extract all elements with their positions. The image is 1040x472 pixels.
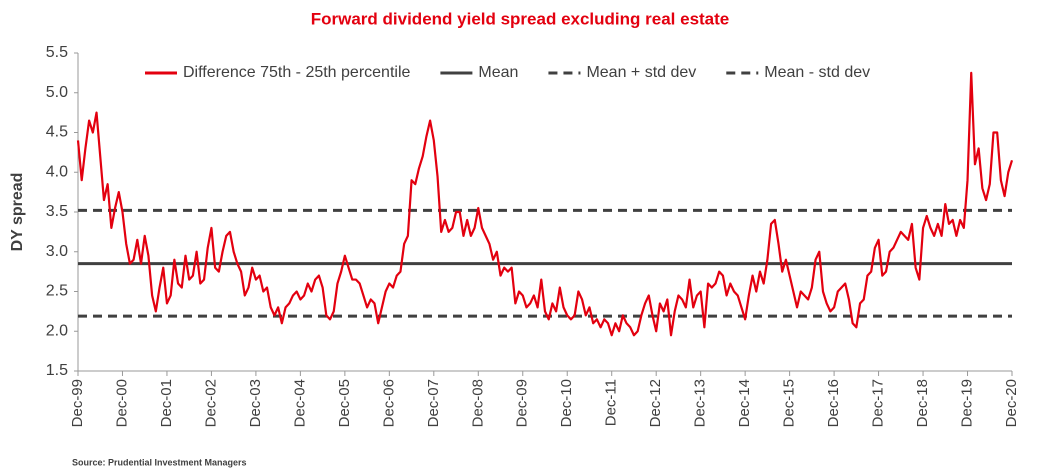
x-tick-label: Dec-02 — [202, 379, 219, 427]
y-tick-label: 5.5 — [46, 44, 68, 61]
x-tick-label: Dec-05 — [336, 379, 353, 427]
x-tick-label: Dec-08 — [469, 379, 486, 427]
x-tick-label: Dec-99 — [69, 379, 86, 427]
x-tick-label: Dec-13 — [692, 379, 709, 427]
legend-label: Mean — [478, 64, 518, 81]
chart-title: Forward dividend yield spread excluding … — [311, 9, 730, 28]
legend-label: Mean + std dev — [586, 64, 696, 81]
source-note: Source: Prudential Investment Managers — [72, 457, 247, 467]
legend-label: Difference 75th - 25th percentile — [183, 64, 411, 81]
y-tick-label: 4.0 — [46, 163, 68, 180]
x-tick-label: Dec-07 — [425, 379, 442, 427]
x-tick-label: Dec-15 — [781, 379, 798, 427]
x-tick-label: Dec-04 — [291, 379, 308, 427]
x-tick-label: Dec-10 — [558, 379, 575, 427]
y-tick-label: 3.0 — [46, 243, 68, 260]
x-tick-label: Dec-16 — [825, 379, 842, 427]
y-tick-label: 2.5 — [46, 283, 68, 300]
y-tick-label: 1.5 — [46, 362, 68, 379]
x-tick-label: Dec-11 — [603, 379, 620, 426]
x-tick-label: Dec-03 — [247, 379, 264, 427]
x-tick-label: Dec-17 — [870, 379, 887, 427]
x-tick-label: Dec-09 — [514, 379, 531, 427]
y-tick-label: 4.5 — [46, 124, 68, 141]
y-axis-label: DY spread — [9, 173, 26, 252]
x-tick-label: Dec-18 — [914, 379, 931, 427]
y-tick-label: 5.0 — [46, 84, 68, 101]
x-tick-label: Dec-06 — [380, 379, 397, 427]
y-tick-label: 2.0 — [46, 322, 68, 339]
x-tick-label: Dec-19 — [958, 379, 975, 427]
data-line — [76, 71, 1014, 337]
x-tick-label: Dec-14 — [736, 379, 753, 427]
y-tick-label: 3.5 — [46, 203, 68, 220]
x-tick-label: Dec-01 — [158, 379, 175, 427]
legend-label: Mean - std dev — [764, 64, 870, 81]
x-tick-label: Dec-20 — [1003, 379, 1020, 427]
x-tick-label: Dec-12 — [647, 379, 664, 427]
x-tick-label: Dec-00 — [113, 379, 130, 427]
